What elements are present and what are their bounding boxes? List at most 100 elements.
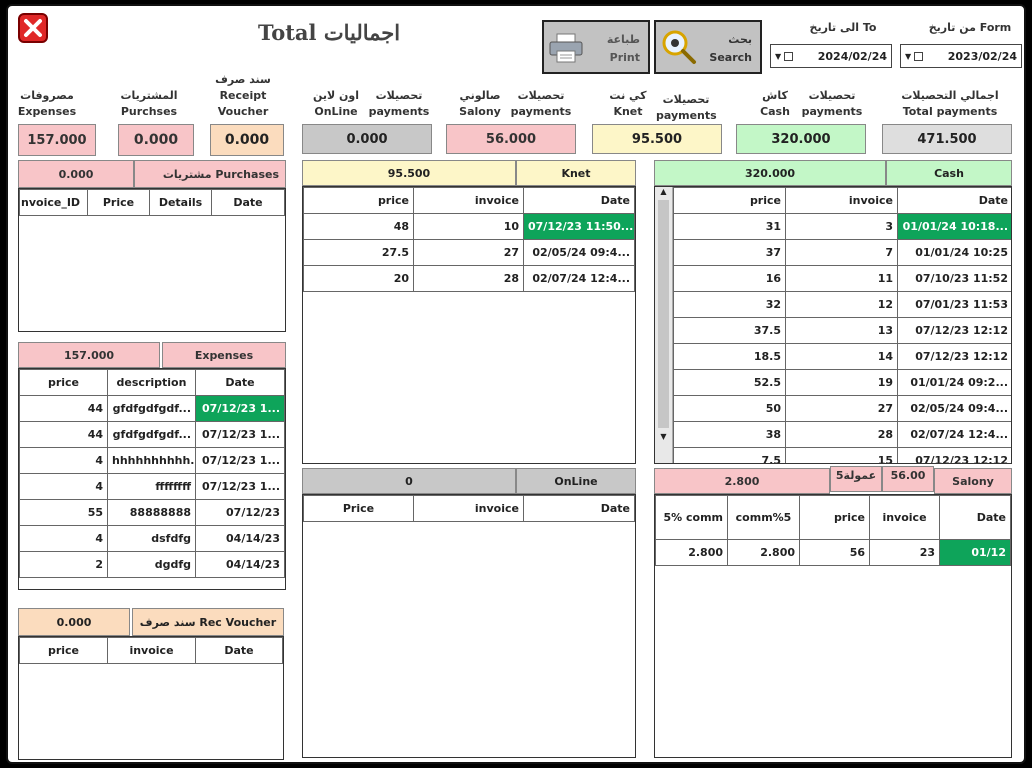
table-cell[interactable]: ffffffff	[107, 473, 196, 500]
table-cell[interactable]: 56	[799, 539, 870, 566]
table-row[interactable]: 27.5 27 02/05/24 09:4...	[303, 239, 635, 266]
col-invoice[interactable]: invoice	[785, 187, 898, 214]
table-row[interactable]: 20 28 02/07/24 12:4...	[303, 265, 635, 292]
dropdown-arrow-icon[interactable]: ▼	[775, 51, 782, 61]
cash-scrollbar[interactable]: ▲ ▼	[655, 187, 673, 463]
table-row[interactable]: 44 gfdfgdfgdf... 07/12/23 1...	[19, 395, 285, 422]
col-price[interactable]: price	[673, 187, 786, 214]
table-cell[interactable]: 16	[673, 265, 786, 292]
table-cell[interactable]: hhhhhhhhhh...	[107, 447, 196, 474]
table-cell[interactable]: 07/01/23 11:53	[897, 291, 1011, 318]
table-cell[interactable]: 7	[785, 239, 898, 266]
table-row[interactable]: 7.5 15 07/12/23 12:12	[673, 447, 1011, 463]
table-cell[interactable]: 2	[19, 551, 108, 578]
table-cell[interactable]: 55	[19, 499, 108, 526]
table-cell[interactable]: 13	[785, 317, 898, 344]
table-cell[interactable]: 04/14/23	[195, 551, 285, 578]
table-cell[interactable]: 07/12/23 12:12	[897, 447, 1011, 463]
table-row[interactable]: 4 ffffffff 07/12/23 1...	[19, 473, 285, 500]
table-cell[interactable]: gfdfgdfgdf...	[107, 421, 196, 448]
table-cell[interactable]: 07/12/23 1...	[195, 395, 285, 422]
table-cell[interactable]: 28	[413, 265, 524, 292]
to-date-picker[interactable]: ▼ 2024/02/24	[770, 44, 892, 68]
table-row[interactable]: 48 10 07/12/23 11:50...	[303, 213, 635, 240]
search-button[interactable]: بحث Search	[654, 20, 762, 74]
table-cell[interactable]: 01/01/24 10:18...	[897, 213, 1011, 240]
table-cell[interactable]: 38	[673, 421, 786, 448]
table-cell[interactable]: 07/12/23 1...	[195, 447, 285, 474]
table-cell[interactable]: 15	[785, 447, 898, 463]
table-cell[interactable]: 4	[19, 525, 108, 552]
table-row[interactable]: 52.5 19 01/01/24 09:2...	[673, 369, 1011, 396]
table-cell[interactable]: 04/14/23	[195, 525, 285, 552]
col-date[interactable]: Date	[523, 495, 635, 522]
table-cell[interactable]: 44	[19, 421, 108, 448]
table-cell[interactable]: 01/01/24 09:2...	[897, 369, 1011, 396]
dropdown-arrow-icon[interactable]: ▼	[905, 51, 912, 61]
table-row[interactable]: 38 28 02/07/24 12:4...	[673, 421, 1011, 448]
table-cell[interactable]: 3	[785, 213, 898, 240]
col-price[interactable]: price	[303, 187, 414, 214]
close-button[interactable]	[18, 13, 48, 43]
col-date[interactable]: Date	[939, 495, 1011, 540]
table-cell[interactable]: 12	[785, 291, 898, 318]
from-date-value[interactable]: 2023/02/24	[947, 49, 1017, 63]
table-row[interactable]: 55 88888888 07/12/23	[19, 499, 285, 526]
table-cell[interactable]: gfdfgdfgdf...	[107, 395, 196, 422]
table-cell[interactable]: 27	[413, 239, 524, 266]
col-price[interactable]: price	[799, 495, 870, 540]
table-row[interactable]: 2 dgdfg 04/14/23	[19, 551, 285, 578]
table-cell[interactable]: 10	[413, 213, 524, 240]
table-cell[interactable]: 88888888	[107, 499, 196, 526]
table-row[interactable]: 4 hhhhhhhhhh... 07/12/23 1...	[19, 447, 285, 474]
col-date[interactable]: Date	[195, 637, 283, 664]
table-cell[interactable]: 18.5	[673, 343, 786, 370]
table-cell[interactable]: 52.5	[673, 369, 786, 396]
col-5pct-comm[interactable]: 5% comm	[655, 495, 728, 540]
table-cell[interactable]: 31	[673, 213, 786, 240]
table-row[interactable]: 50 27 02/05/24 09:4...	[673, 395, 1011, 422]
col-date[interactable]: Date	[195, 369, 285, 396]
from-date-picker[interactable]: ▼ 2023/02/24	[900, 44, 1022, 68]
col-date[interactable]: Date	[523, 187, 635, 214]
table-cell[interactable]: 07/12/23 12:12	[897, 343, 1011, 370]
table-cell[interactable]: 48	[303, 213, 414, 240]
table-cell[interactable]: 27.5	[303, 239, 414, 266]
table-row[interactable]: 44 gfdfgdfgdf... 07/12/23 1...	[19, 421, 285, 448]
table-row[interactable]: 4 dsfdfg 04/14/23	[19, 525, 285, 552]
table-row[interactable]: 32 12 07/01/23 11:53	[673, 291, 1011, 318]
table-row[interactable]: 2.800 2.800 56 23 01/12	[655, 539, 1011, 566]
table-cell[interactable]: 20	[303, 265, 414, 292]
table-cell[interactable]: 11	[785, 265, 898, 292]
table-cell[interactable]: 07/12/23 1...	[195, 473, 285, 500]
col-invoice[interactable]: invoice	[869, 495, 940, 540]
table-row[interactable]: 31 3 01/01/24 10:18...	[673, 213, 1011, 240]
table-row[interactable]: 37 7 01/01/24 10:25	[673, 239, 1011, 266]
col-comm5[interactable]: comm%5	[727, 495, 800, 540]
col-invoice[interactable]: invoice	[107, 637, 196, 664]
table-cell[interactable]: 28	[785, 421, 898, 448]
table-cell[interactable]: 2.800	[727, 539, 800, 566]
table-row[interactable]: 16 11 07/10/23 11:52	[673, 265, 1011, 292]
table-cell[interactable]: dsfdfg	[107, 525, 196, 552]
table-cell[interactable]: 01/01/24 10:25	[897, 239, 1011, 266]
table-cell[interactable]: 02/07/24 12:4...	[523, 265, 635, 292]
table-cell[interactable]: 07/12/23 11:50...	[523, 213, 635, 240]
col-details[interactable]: Details	[149, 189, 212, 216]
table-cell[interactable]: 4	[19, 473, 108, 500]
print-button[interactable]: طباعة Print	[542, 20, 650, 74]
table-cell[interactable]: 50	[673, 395, 786, 422]
table-cell[interactable]: 4	[19, 447, 108, 474]
table-cell[interactable]: 37.5	[673, 317, 786, 344]
table-cell[interactable]: 07/10/23 11:52	[897, 265, 1011, 292]
table-cell[interactable]: 02/05/24 09:4...	[523, 239, 635, 266]
table-cell[interactable]: 7.5	[673, 447, 786, 463]
table-cell[interactable]: 02/05/24 09:4...	[897, 395, 1011, 422]
table-cell[interactable]: 32	[673, 291, 786, 318]
table-row[interactable]: 37.5 13 07/12/23 12:12	[673, 317, 1011, 344]
table-cell[interactable]: 02/07/24 12:4...	[897, 421, 1011, 448]
col-date[interactable]: Date	[897, 187, 1011, 214]
to-date-value[interactable]: 2024/02/24	[817, 49, 887, 63]
table-cell[interactable]: dgdfg	[107, 551, 196, 578]
table-cell[interactable]: 44	[19, 395, 108, 422]
